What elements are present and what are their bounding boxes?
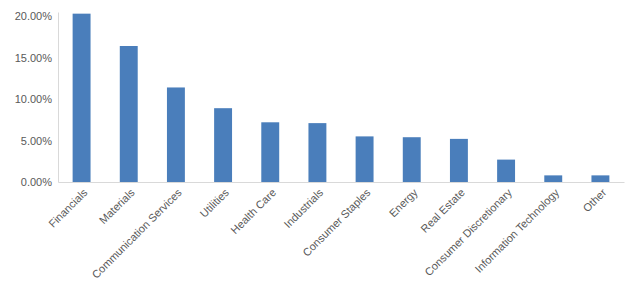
x-tick: Information Technology xyxy=(472,182,561,275)
x-tick: Financials xyxy=(46,182,90,230)
bar xyxy=(403,137,421,182)
x-tick-label: Financials xyxy=(46,186,90,230)
plot: 0.00% 5.00% 10.00% 15.00% 20.00% FinancialsMa… xyxy=(15,10,625,281)
x-tick: Consumer Staples xyxy=(300,182,373,259)
x-tick: Utilities xyxy=(198,182,232,220)
y-tick-label: 5.00% xyxy=(21,135,52,147)
x-tick: Other xyxy=(580,182,608,214)
y-tick-label: 15.00% xyxy=(15,52,53,64)
x-axis-line xyxy=(59,182,625,183)
x-tick: Energy xyxy=(387,182,420,219)
y-tick-label: 10.00% xyxy=(15,93,53,105)
bar xyxy=(167,87,185,182)
y-tick: 5.00% xyxy=(21,135,58,147)
x-tick-label: Industrials xyxy=(281,186,325,230)
x-tick-label: Consumer Staples xyxy=(300,186,373,259)
bar xyxy=(544,175,562,182)
x-axis: FinancialsMaterialsCommunication Service… xyxy=(46,182,624,281)
x-tick-label: Real Estate xyxy=(418,186,467,235)
bar xyxy=(73,14,91,182)
x-tick-label: Utilities xyxy=(198,186,232,220)
y-tick: 0.00% xyxy=(21,176,58,188)
y-tick-label: 0.00% xyxy=(21,176,52,188)
x-tick-label: Consumer Discretionary xyxy=(422,186,514,278)
bar xyxy=(497,160,515,182)
bar xyxy=(308,123,326,182)
x-tick-label: Energy xyxy=(387,186,420,219)
y-axis-line xyxy=(58,13,59,183)
bar xyxy=(214,108,232,182)
y-tick: 10.00% xyxy=(15,93,58,105)
chart: 0.00% 5.00% 10.00% 15.00% 20.00% FinancialsMa… xyxy=(0,0,630,298)
y-axis: 0.00% 5.00% 10.00% 15.00% 20.00% xyxy=(15,10,59,188)
bars xyxy=(73,14,610,182)
x-tick: Communication Services xyxy=(89,182,184,281)
x-tick: Consumer Discretionary xyxy=(422,182,514,278)
x-tick-label: Health Care xyxy=(228,186,278,236)
y-tick: 15.00% xyxy=(15,52,58,64)
x-tick: Materials xyxy=(97,182,137,226)
y-tick: 20.00% xyxy=(15,10,58,22)
x-tick-label: Communication Services xyxy=(89,186,184,281)
x-tick-label: Other xyxy=(580,186,608,214)
x-tick-label: Materials xyxy=(97,186,137,226)
bar xyxy=(120,46,138,182)
x-tick: Health Care xyxy=(228,182,278,236)
x-tick: Industrials xyxy=(281,182,325,230)
x-tick-label: Information Technology xyxy=(472,186,561,275)
bar xyxy=(261,122,279,182)
y-tick-label: 20.00% xyxy=(15,10,53,22)
bar xyxy=(591,175,609,182)
bar xyxy=(450,139,468,182)
x-tick: Real Estate xyxy=(418,182,467,235)
bar xyxy=(356,136,374,182)
